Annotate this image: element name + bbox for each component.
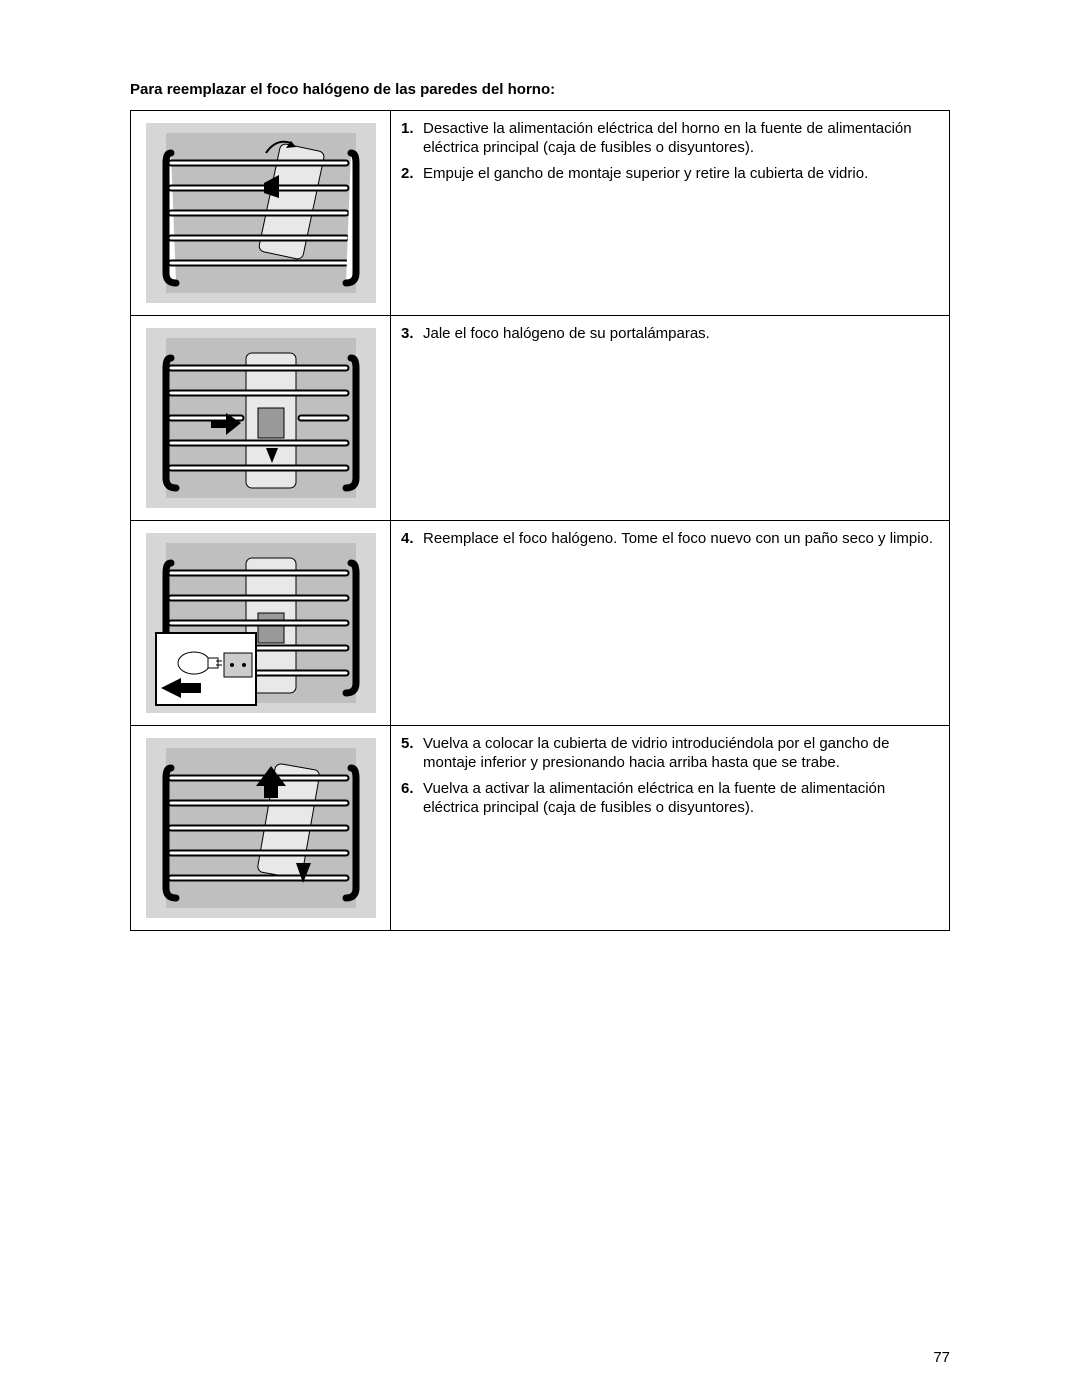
- steps-cell: 3. Jale el foco halógeno de su portalámp…: [391, 315, 950, 520]
- table-row: 1. Desactive la alimentación eléctrica d…: [131, 110, 950, 315]
- list-item: 2. Empuje el gancho de montaje superior …: [401, 164, 939, 184]
- list-item: 1. Desactive la alimentación eléctrica d…: [401, 119, 939, 158]
- steps-cell: 4. Reemplace el foco halógeno. Tome el f…: [391, 520, 950, 725]
- step-number: 5.: [401, 734, 423, 754]
- table-row: 4. Reemplace el foco halógeno. Tome el f…: [131, 520, 950, 725]
- step-number: 1.: [401, 119, 423, 139]
- illustration-cell: [131, 110, 391, 315]
- illustration-step-4: [146, 533, 376, 713]
- step-number: 3.: [401, 324, 423, 344]
- step-text: Vuelva a activar la alimentación eléctri…: [423, 779, 939, 818]
- illustration-cell: [131, 520, 391, 725]
- illustration-step-3: [146, 328, 376, 508]
- step-text: Jale el foco halógeno de su portalámpara…: [423, 324, 939, 344]
- page-number: 77: [933, 1348, 950, 1368]
- illustration-step-1-2: [146, 123, 376, 303]
- illustration-step-5-6: [146, 738, 376, 918]
- list-item: 3. Jale el foco halógeno de su portalámp…: [401, 324, 939, 344]
- list-item: 4. Reemplace el foco halógeno. Tome el f…: [401, 529, 939, 549]
- page-title: Para reemplazar el foco halógeno de las …: [130, 80, 950, 100]
- illustration-cell: [131, 315, 391, 520]
- table-row: 3. Jale el foco halógeno de su portalámp…: [131, 315, 950, 520]
- step-text: Vuelva a colocar la cubierta de vidrio i…: [423, 734, 939, 773]
- table-row: 5. Vuelva a colocar la cubierta de vidri…: [131, 725, 950, 930]
- step-number: 6.: [401, 779, 423, 799]
- steps-table: 1. Desactive la alimentación eléctrica d…: [130, 110, 950, 931]
- step-number: 2.: [401, 164, 423, 184]
- illustration-cell: [131, 725, 391, 930]
- step-text: Desactive la alimentación eléctrica del …: [423, 119, 939, 158]
- steps-cell: 1. Desactive la alimentación eléctrica d…: [391, 110, 950, 315]
- step-text: Empuje el gancho de montaje superior y r…: [423, 164, 939, 184]
- steps-cell: 5. Vuelva a colocar la cubierta de vidri…: [391, 725, 950, 930]
- list-item: 6. Vuelva a activar la alimentación eléc…: [401, 779, 939, 818]
- step-text: Reemplace el foco halógeno. Tome el foco…: [423, 529, 939, 549]
- list-item: 5. Vuelva a colocar la cubierta de vidri…: [401, 734, 939, 773]
- step-number: 4.: [401, 529, 423, 549]
